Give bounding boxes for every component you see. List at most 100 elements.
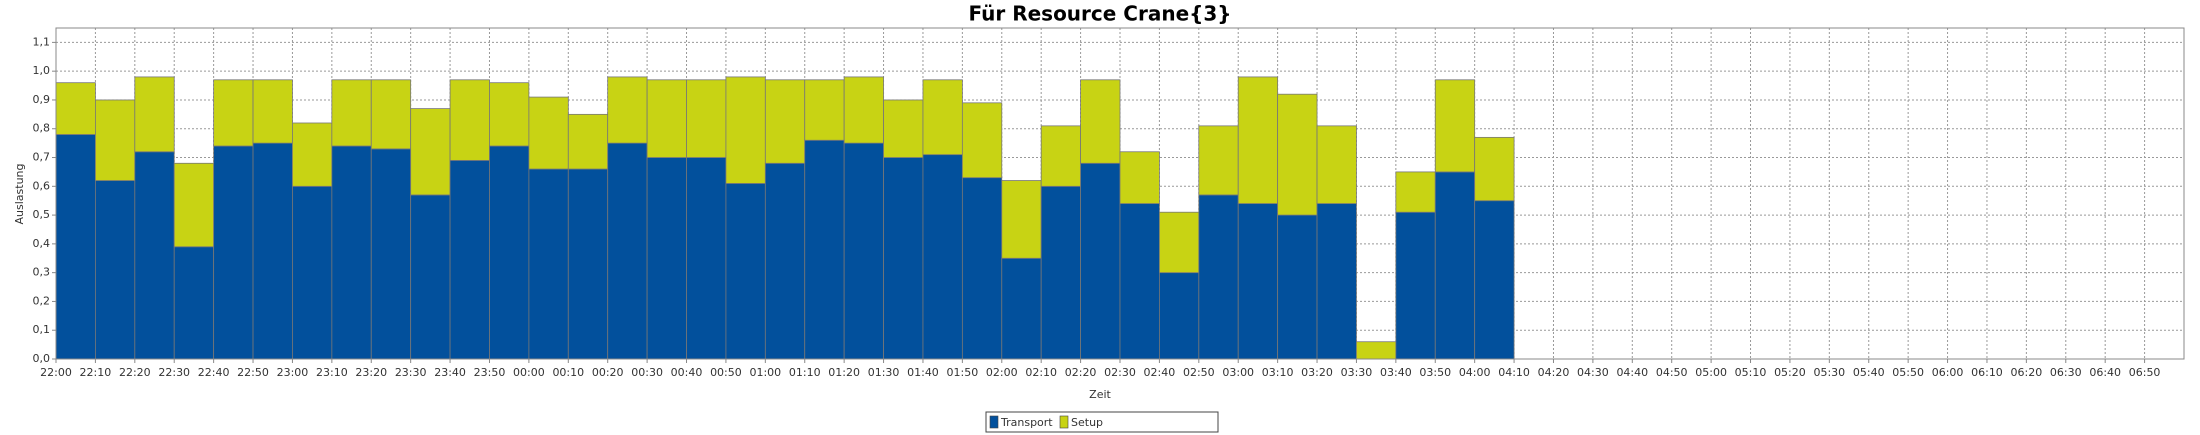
bar-segment xyxy=(1474,136,1515,202)
x-tick-label: 01:40 xyxy=(907,366,939,379)
x-tick-label: 04:50 xyxy=(1656,366,1688,379)
bar-segment xyxy=(764,162,806,360)
y-tick-label: 1,0 xyxy=(33,64,51,77)
bar-segment xyxy=(528,168,569,360)
x-tick-label: 01:20 xyxy=(828,366,860,379)
x-tick-label: 22:10 xyxy=(80,366,112,379)
x-tick-label: 23:20 xyxy=(355,366,387,379)
bar-segment xyxy=(804,79,845,141)
bar-segment xyxy=(292,185,333,360)
bar-segment xyxy=(843,76,884,144)
y-tick-label: 0,6 xyxy=(33,179,51,192)
bar-segment xyxy=(922,154,963,360)
y-axis-label: Auslastung xyxy=(13,164,26,225)
bar-segment xyxy=(725,183,766,360)
x-tick-label: 23:40 xyxy=(434,366,466,379)
bar-segment xyxy=(1159,272,1200,360)
x-tick-label: 22:30 xyxy=(158,366,190,379)
bar-segment xyxy=(607,76,648,144)
x-tick-label: 03:40 xyxy=(1380,366,1412,379)
bar-segment xyxy=(410,108,451,196)
x-tick-label: 23:50 xyxy=(474,366,506,379)
x-tick-label: 02:00 xyxy=(986,366,1018,379)
bar-segment xyxy=(804,139,845,360)
plot-border xyxy=(55,27,2185,360)
bar-segment xyxy=(489,82,530,147)
x-tick-label: 01:10 xyxy=(789,366,821,379)
bar-segment xyxy=(173,162,215,248)
x-tick-label: 04:10 xyxy=(1498,366,1530,379)
bar-segment xyxy=(646,79,687,158)
x-tick-label: 04:00 xyxy=(1459,366,1491,379)
x-tick-label: 23:10 xyxy=(316,366,348,379)
bar-segment xyxy=(1237,76,1279,204)
legend-label: Transport xyxy=(1000,416,1053,429)
x-tick-label: 05:00 xyxy=(1695,366,1727,379)
bar-segment xyxy=(95,99,136,181)
bar-segment xyxy=(449,159,490,360)
x-axis-label: Zeit xyxy=(1089,388,1111,401)
bar-segment xyxy=(331,145,372,360)
x-tick-label: 02:50 xyxy=(1183,366,1215,379)
x-tick-label: 01:30 xyxy=(868,366,900,379)
bar-segment xyxy=(1198,194,1239,360)
x-tick-label: 05:20 xyxy=(1774,366,1806,379)
x-tick-label: 00:30 xyxy=(631,366,663,379)
bar-segment xyxy=(1080,162,1121,360)
bar-segment xyxy=(95,180,136,360)
x-tick-label: 02:40 xyxy=(1144,366,1176,379)
y-tick-label: 0,1 xyxy=(33,323,51,336)
bar-segment xyxy=(764,79,806,164)
y-tick-label: 0,0 xyxy=(33,352,51,365)
bar-segment xyxy=(646,157,687,360)
x-tick-label: 00:20 xyxy=(592,366,624,379)
y-tick-label: 0,5 xyxy=(33,208,51,221)
x-tick-label: 03:10 xyxy=(1262,366,1294,379)
x-tick-label: 01:00 xyxy=(749,366,781,379)
bar-segment xyxy=(1434,171,1476,360)
x-tick-label: 06:30 xyxy=(2050,366,2082,379)
x-tick-label: 05:40 xyxy=(1853,366,1885,379)
bar-segment xyxy=(370,148,412,360)
bar-segment xyxy=(331,79,372,147)
x-tick-label: 06:00 xyxy=(1932,366,1964,379)
bar-segment xyxy=(1316,203,1357,360)
y-tick-label: 1,1 xyxy=(33,35,51,48)
bar-segment xyxy=(1237,203,1279,360)
x-tick-label: 05:30 xyxy=(1813,366,1845,379)
bar-segment xyxy=(1001,257,1042,360)
x-tick-label: 23:30 xyxy=(395,366,427,379)
x-tick-label: 04:40 xyxy=(1616,366,1648,379)
y-tick-label: 0,3 xyxy=(33,266,51,279)
x-tick-label: 22:20 xyxy=(119,366,151,379)
x-tick-label: 22:50 xyxy=(237,366,269,379)
x-tick-label: 00:40 xyxy=(671,366,703,379)
bar-segment xyxy=(213,145,254,360)
bar-segment xyxy=(725,76,766,184)
y-tick-label: 0,4 xyxy=(33,237,51,250)
bar-segment xyxy=(252,142,293,360)
bar-segment xyxy=(567,168,609,360)
x-tick-label: 05:50 xyxy=(1892,366,1924,379)
bar-segment xyxy=(1316,125,1357,204)
x-tick-label: 02:30 xyxy=(1104,366,1136,379)
bar-segment xyxy=(528,96,569,170)
x-tick-label: 03:20 xyxy=(1301,366,1333,379)
bar-segment xyxy=(1395,171,1436,213)
y-tick-label: 0,2 xyxy=(33,294,51,307)
bar-segment xyxy=(686,157,727,360)
bar-segment xyxy=(410,194,451,360)
bar-segment xyxy=(449,79,490,161)
bar-segment xyxy=(1001,180,1042,259)
bar-segment xyxy=(922,79,963,156)
bar-segment xyxy=(1119,151,1160,204)
legend-label: Setup xyxy=(1071,416,1103,429)
bar-segment xyxy=(607,142,648,360)
x-tick-label: 06:10 xyxy=(1971,366,2003,379)
x-tick-label: 00:00 xyxy=(513,366,545,379)
x-tick-label: 03:00 xyxy=(1222,366,1254,379)
bar-segment xyxy=(1119,203,1160,360)
x-tick-label: 02:10 xyxy=(1025,366,1057,379)
bar-segment xyxy=(252,79,293,144)
bar-segment xyxy=(961,102,1003,179)
